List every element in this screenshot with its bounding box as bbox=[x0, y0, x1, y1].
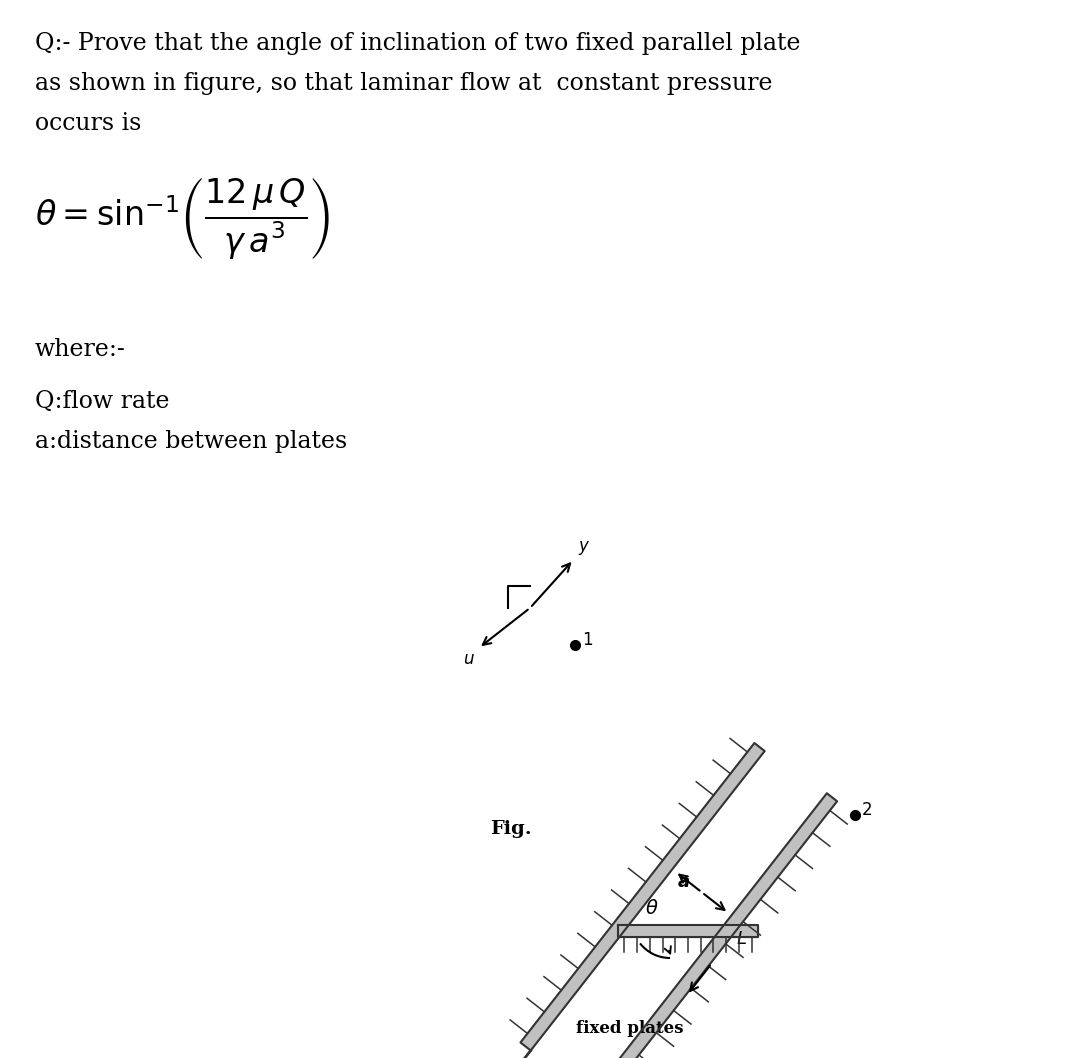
Polygon shape bbox=[586, 794, 837, 1058]
Text: L: L bbox=[737, 930, 746, 948]
Text: where:-: where:- bbox=[35, 338, 125, 361]
Text: Q:flow rate: Q:flow rate bbox=[35, 390, 170, 413]
Text: $\theta = \sin^{-1}\!\left(\dfrac{12\,\mu\,Q}{\gamma\,a^3}\right)$: $\theta = \sin^{-1}\!\left(\dfrac{12\,\m… bbox=[35, 175, 330, 261]
Text: fixed plates: fixed plates bbox=[576, 1020, 684, 1037]
Text: occurs is: occurs is bbox=[35, 112, 141, 135]
Polygon shape bbox=[618, 925, 758, 937]
Text: Fig.: Fig. bbox=[490, 820, 531, 838]
Text: u: u bbox=[463, 650, 474, 668]
Text: y: y bbox=[579, 536, 589, 554]
Text: Q:- Prove that the angle of inclination of two fixed parallel plate: Q:- Prove that the angle of inclination … bbox=[35, 32, 800, 55]
Text: 2: 2 bbox=[862, 801, 873, 819]
Text: $\theta$: $\theta$ bbox=[645, 898, 659, 917]
Text: as shown in figure, so that laminar flow at  constant pressure: as shown in figure, so that laminar flow… bbox=[35, 72, 772, 95]
Polygon shape bbox=[521, 743, 765, 1051]
Text: a: a bbox=[678, 873, 690, 891]
Text: 1: 1 bbox=[582, 631, 593, 649]
Text: a:distance between plates: a:distance between plates bbox=[35, 430, 348, 453]
